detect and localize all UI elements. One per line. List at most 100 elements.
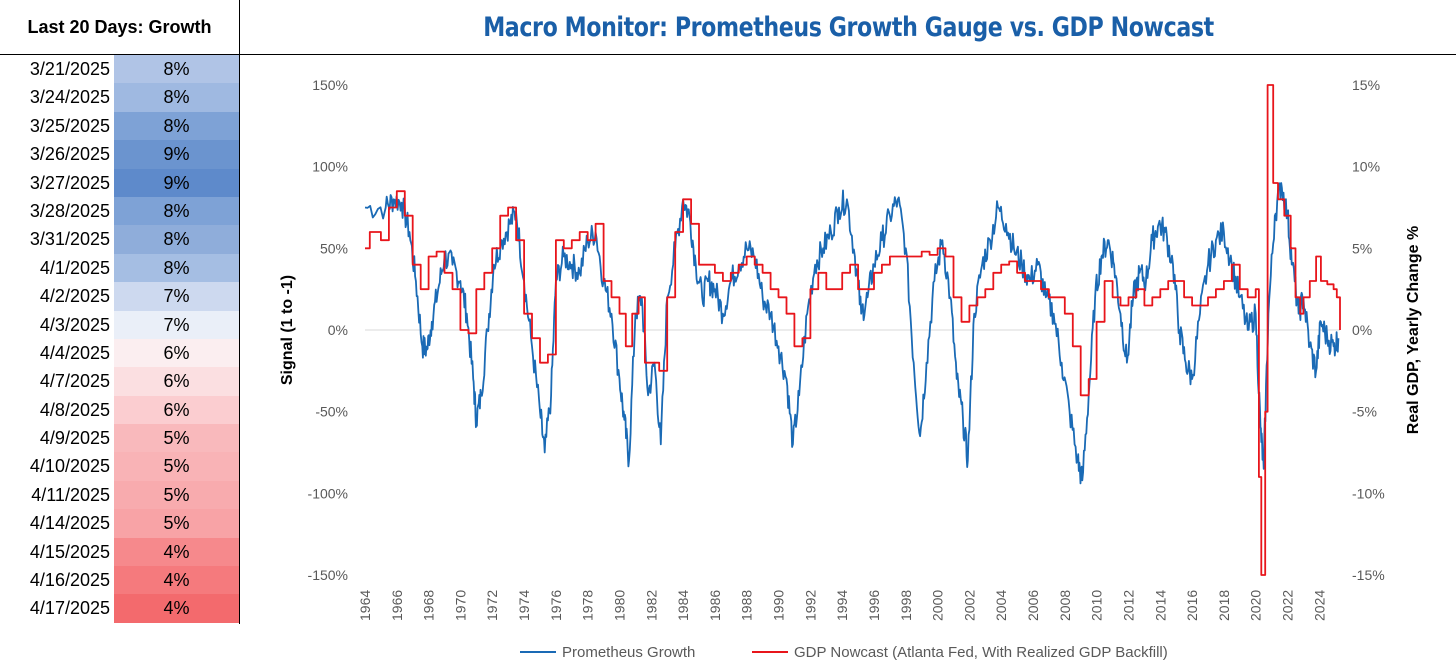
table-row: 4/10/2025 5% (0, 452, 239, 481)
series-line-prometheus-growth (364, 182, 1340, 485)
table-row: 3/25/2025 8% (0, 111, 239, 141)
y-tick-label: 50% (320, 240, 348, 256)
row-date: 3/21/2025 (29, 59, 110, 79)
row-growth-value: 5% (114, 480, 239, 510)
row-date: 4/10/2025 (29, 456, 110, 477)
table-row: 4/3/2025 7% (0, 310, 239, 339)
chart-canvas: 150% 100% 50% 0% -50% -100% -150% 15% 10% 5% 0% -5%… (279, 77, 1422, 661)
chart-title: Macro Monitor: Prometheus Growth Gauge v… (482, 11, 1214, 43)
table-row: 3/26/2025 9% (0, 140, 239, 169)
x-tick-label: 2014 (1152, 590, 1168, 621)
x-tick-label: 2000 (930, 590, 946, 621)
table-row: 4/1/2025 8% (0, 253, 239, 283)
row-date: 4/16/2025 (29, 570, 110, 591)
row-date: 3/31/2025 (29, 229, 110, 250)
row-growth-value: 6% (114, 338, 239, 368)
x-tick-label: 1974 (516, 590, 532, 621)
row-growth-value: 6% (114, 367, 239, 396)
row-growth-value: 4% (114, 566, 239, 595)
row-growth-value: 8% (114, 225, 239, 254)
y2-tick-label: -5% (1352, 404, 1377, 420)
x-tick-label: 2016 (1184, 590, 1200, 621)
row-growth-value: 9% (114, 168, 239, 197)
x-tick-label: 1992 (802, 590, 818, 621)
x-tick-label: 1980 (611, 590, 627, 621)
table-row: 4/2/2025 7% (0, 282, 239, 311)
table-row: 4/15/2025 4% (0, 537, 239, 567)
x-tick-label: 1994 (834, 590, 850, 621)
x-tick-label: 1988 (739, 590, 755, 621)
row-date: 3/25/2025 (29, 115, 110, 136)
row-growth-value: 4% (114, 594, 239, 623)
x-tick-label: 1996 (866, 590, 882, 621)
row-date: 4/2/2025 (39, 286, 110, 307)
row-date: 4/15/2025 (29, 541, 110, 562)
y-tick-label: 150% (312, 77, 348, 93)
row-growth-value: 8% (114, 55, 239, 84)
y-tick-label: -150% (308, 567, 348, 583)
row-growth-value: 5% (114, 452, 239, 481)
y-tick-label: -100% (308, 485, 348, 501)
row-date: 4/14/2025 (29, 513, 110, 534)
row-date: 4/3/2025 (39, 314, 110, 335)
x-tick-label: 2008 (1057, 590, 1073, 621)
row-date: 4/9/2025 (39, 428, 110, 449)
row-growth-value: 4% (114, 537, 239, 567)
row-growth-value: 9% (114, 140, 239, 169)
x-tick-label: 2024 (1311, 590, 1327, 621)
title-bar: Macro Monitor: Prometheus Growth Gauge v… (240, 0, 1456, 55)
y-tick-label: -50% (315, 404, 348, 420)
x-tick-label: 2006 (1025, 590, 1041, 621)
x-tick-label: 1990 (771, 590, 787, 621)
x-tick-label: 2012 (1120, 590, 1136, 621)
x-tick-label: 1998 (898, 590, 914, 621)
x-tick-label: 2010 (1089, 590, 1105, 621)
y-tick-label: 0% (328, 322, 348, 338)
y-tick-label: 100% (312, 159, 348, 175)
table-row: 4/11/2025 5% (0, 480, 239, 510)
row-date: 3/27/2025 (29, 172, 110, 193)
row-date: 4/11/2025 (31, 484, 110, 505)
series-line-gdp-nowcast (365, 84, 1341, 576)
x-tick-label: 1984 (675, 590, 691, 621)
row-date: 3/24/2025 (29, 87, 110, 108)
legend-label-gdp-nowcast: GDP Nowcast (Atlanta Fed, With Realized … (794, 644, 1168, 661)
x-tick-label: 2020 (1248, 590, 1264, 621)
row-growth-value: 5% (114, 509, 239, 538)
x-tick-label: 1972 (484, 590, 500, 621)
row-growth-value: 8% (114, 111, 239, 141)
x-tick-label: 1982 (643, 590, 659, 621)
table-row: 4/4/2025 6% (0, 338, 239, 368)
table-row: 3/28/2025 8% (0, 196, 239, 226)
y2-axis-label: Real GDP, Yearly Change % (1405, 226, 1422, 434)
y2-tick-label: -15% (1352, 567, 1385, 583)
row-growth-value: 6% (114, 395, 239, 425)
side-table-rows: 3/21/2025 8% 3/24/2025 8% 3/25/2025 8% 3/26/20… (0, 55, 239, 623)
side-table: Last 20 Days: Growth 3/21/2025 8% 3/24/202… (0, 0, 240, 624)
table-row: 4/16/2025 4% (0, 566, 239, 595)
side-table-header: Last 20 Days: Growth (0, 0, 239, 55)
y2-tick-label: 5% (1352, 240, 1372, 256)
row-date: 3/28/2025 (29, 200, 110, 221)
table-row: 3/21/2025 8% (0, 55, 239, 84)
y-axis-label: Signal (1 to -1) (279, 275, 296, 385)
x-tick-label: 1986 (707, 590, 723, 621)
table-row: 3/31/2025 8% (0, 225, 239, 254)
row-date: 3/26/2025 (29, 144, 110, 165)
row-date: 4/8/2025 (39, 399, 110, 420)
table-row: 4/7/2025 6% (0, 367, 239, 396)
y2-tick-label: -10% (1352, 485, 1385, 501)
table-row: 4/8/2025 6% (0, 395, 239, 425)
x-tick-label: 2004 (993, 590, 1009, 621)
table-row: 4/9/2025 5% (0, 424, 239, 453)
x-tick-label: 1978 (580, 590, 596, 621)
x-tick-label: 2022 (1280, 590, 1296, 621)
x-tick-label: 2002 (961, 590, 977, 621)
x-tick-label: 1970 (452, 590, 468, 621)
row-date: 4/17/2025 (29, 598, 110, 619)
row-date: 4/4/2025 (39, 342, 110, 363)
legend-label-prometheus-growth: Prometheus Growth (562, 644, 695, 661)
table-row: 3/24/2025 8% (0, 83, 239, 112)
row-growth-value: 7% (114, 282, 239, 311)
y2-tick-label: 15% (1352, 77, 1380, 93)
